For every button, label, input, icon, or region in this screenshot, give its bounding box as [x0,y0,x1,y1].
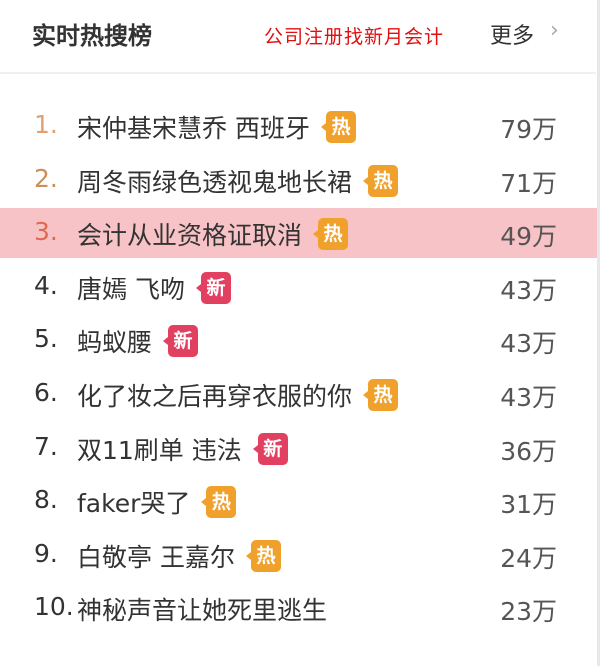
topic-link[interactable]: 会计从业资格证取消热 [77,216,349,252]
right-border [597,0,600,666]
new-badge: 新 [163,325,199,358]
rank-number: 6. [34,378,58,407]
list-item[interactable]: 3. 会计从业资格证取消热 49万 [0,208,597,259]
new-badge: 新 [195,271,231,304]
topic-text: 蚂蚁腰 [77,328,153,358]
rank-number: 9. [34,538,58,568]
topic-link[interactable]: 神秘声音让她死里逃生 [77,591,327,627]
list-item[interactable]: 9. 白敬亭 王嘉尔热 24万 [0,530,597,580]
search-count: 24万 [500,543,557,573]
topic-text: 神秘声音让她死里逃生 [77,596,328,626]
list-item[interactable]: 8. faker哭了热 31万 [0,476,597,526]
rank-number: 10. [34,592,74,622]
topic-link[interactable]: 蚂蚁腰新 [77,323,199,359]
promo-watermark-text: 公司注册找新月会计 [264,26,445,48]
search-count: 43万 [500,329,557,359]
topic-text: 宋仲基宋慧乔 西班牙 [77,114,310,143]
page-title: 实时热搜榜 [32,22,152,50]
topic-text: 唐嫣 飞吻 [77,274,185,304]
topic-text: 周冬雨绿色透视鬼地长裙 [77,167,353,197]
topic-link[interactable]: 白敬亭 王嘉尔热 [77,538,281,574]
search-count: 43万 [500,383,557,412]
search-count: 36万 [500,436,557,466]
search-count: 71万 [500,168,557,198]
hot-badge: 热 [363,379,399,411]
list-item[interactable]: 2. 周冬雨绿色透视鬼地长裙热 71万 [0,155,597,205]
hot-badge: 热 [313,218,349,251]
rank-number: 3. [34,217,58,247]
topic-link[interactable]: 化了妆之后再穿衣服的你热 [77,377,399,413]
more-link[interactable]: 更多 [490,24,535,49]
search-count: 31万 [500,490,557,520]
topic-link[interactable]: 周冬雨绿色透视鬼地长裙热 [77,163,399,199]
topic-link[interactable]: 双11刷单 违法新 [77,431,288,467]
topic-link[interactable]: 宋仲基宋慧乔 西班牙热 [77,109,356,145]
list-item[interactable]: 1. 宋仲基宋慧乔 西班牙热 79万 [0,101,597,151]
hot-badge: 热 [201,486,237,519]
rank-number: 7. [34,431,58,461]
search-count: 43万 [500,275,557,305]
rank-number: 2. [34,163,58,193]
search-count: 49万 [500,222,557,252]
topic-text: 双11刷单 违法 [77,435,242,465]
rank-number: 1. [34,110,58,139]
search-count: 79万 [500,115,557,144]
list-item[interactable]: 6. 化了妆之后再穿衣服的你热 43万 [0,369,597,419]
new-badge: 新 [252,432,288,465]
header: 实时热搜榜 公司注册找新月会计 更多 › [0,0,596,74]
topic-link[interactable]: 唐嫣 飞吻新 [77,270,231,306]
hot-badge: 热 [363,164,399,197]
hot-badge: 热 [320,111,356,143]
topic-text: 白敬亭 王嘉尔 [77,542,235,572]
hot-badge: 热 [245,539,281,572]
list-item[interactable]: 10. 神秘声音让她死里逃生 23万 [0,583,597,633]
search-count: 23万 [500,597,557,627]
chevron-right-icon[interactable]: › [550,18,559,43]
list-item[interactable]: 4. 唐嫣 飞吻新 43万 [0,262,597,312]
topic-text: faker哭了 [77,489,191,519]
list-item[interactable]: 7. 双11刷单 违法新 36万 [0,423,597,473]
list-item[interactable]: 5. 蚂蚁腰新 43万 [0,315,597,365]
rank-number: 5. [34,324,58,354]
topic-link[interactable]: faker哭了热 [77,484,237,520]
rank-number: 4. [34,270,58,300]
topic-text: 会计从业资格证取消 [77,221,303,251]
rank-number: 8. [34,485,58,515]
topic-text: 化了妆之后再穿衣服的你 [77,382,353,411]
